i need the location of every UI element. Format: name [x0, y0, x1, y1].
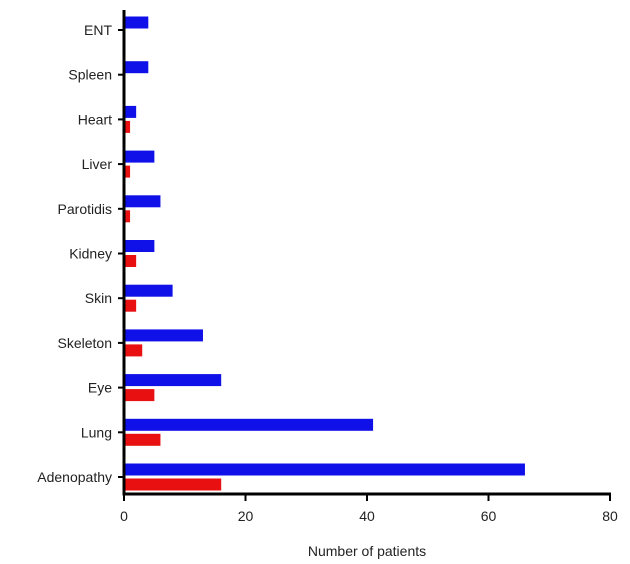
bar-parotidis-blue — [125, 195, 161, 208]
y-tick-label-spleen: Spleen — [68, 67, 112, 83]
x-axis-title: Number of patients — [308, 543, 426, 559]
y-tick-label-liver: Liver — [82, 156, 113, 172]
bar-heart-red — [125, 120, 131, 133]
y-tick-label-eye: Eye — [88, 380, 112, 396]
y-tick-label-parotidis: Parotidis — [58, 201, 112, 217]
bar-skeleton-blue — [125, 329, 203, 342]
x-tick-label-60: 60 — [481, 508, 497, 524]
bar-spleen-blue — [125, 61, 149, 74]
y-tick-label-skin: Skin — [85, 290, 112, 306]
bar-skin-blue — [125, 284, 173, 297]
bar-adenopathy-red — [125, 478, 222, 491]
y-tick-label-adenopathy: Adenopathy — [37, 469, 112, 485]
bars-group — [125, 16, 525, 491]
y-tick-label-kidney: Kidney — [69, 246, 112, 262]
bar-ent-blue — [125, 16, 149, 29]
y-tick-label-ent: ENT — [84, 22, 112, 38]
x-tick-label-20: 20 — [238, 508, 254, 524]
y-tick-label-lung: Lung — [81, 424, 112, 440]
y-tick-label-skeleton: Skeleton — [58, 335, 112, 351]
bar-skeleton-red — [125, 344, 143, 357]
y-tick-label-heart: Heart — [78, 111, 112, 127]
x-tick-label-0: 0 — [120, 508, 128, 524]
bar-lung-red — [125, 433, 161, 446]
x-tick-label-40: 40 — [359, 508, 375, 524]
bar-adenopathy-blue — [125, 463, 525, 476]
bar-liver-red — [125, 165, 131, 178]
bar-kidney-blue — [125, 240, 155, 252]
bar-eye-red — [125, 389, 155, 402]
bar-lung-blue — [125, 418, 374, 431]
axes-group: ENT Spleen Heart Liver Parotidis Kidney Skin Sk… — [37, 10, 618, 524]
bar-parotidis-red — [125, 210, 131, 223]
x-tick-label-80: 80 — [602, 508, 618, 524]
bar-liver-blue — [125, 150, 155, 163]
bar-eye-blue — [125, 374, 222, 387]
bar-heart-blue — [125, 105, 137, 118]
bar-kidney-red — [125, 255, 137, 267]
bar-skin-red — [125, 299, 137, 312]
